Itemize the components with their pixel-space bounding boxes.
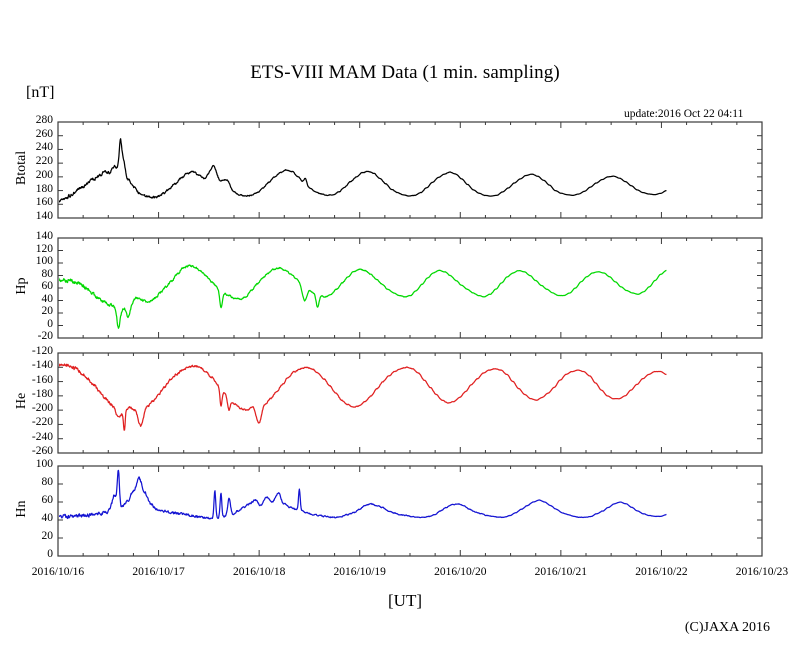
y-tick-label: 160: [35, 196, 53, 209]
x-tick-label: 2016/10/20: [434, 566, 487, 578]
panel-frame: [57, 237, 763, 339]
y-tick-label: 240: [35, 141, 53, 154]
x-tick-label: 2016/10/19: [333, 566, 386, 578]
y-tick-label: 20: [41, 530, 54, 542]
x-tick-label: 2016/10/16: [31, 566, 85, 578]
x-tick-label: 2016/10/23: [735, 566, 789, 578]
y-tick-label: 140: [35, 210, 53, 222]
y-tick-label: 100: [35, 458, 53, 470]
y-tick-label: -180: [31, 387, 53, 400]
y-tick-label: 80: [41, 476, 54, 488]
page-title: ETS-VIII MAM Data (1 min. sampling): [250, 62, 560, 83]
copyright-notice: (C)JAXA 2016: [684, 620, 770, 635]
y-tick-label: -140: [31, 359, 53, 372]
y-tick-label: 100: [35, 255, 53, 267]
y-tick-label: 260: [35, 127, 53, 140]
y-tick-label: -260: [31, 445, 53, 457]
y-tick-label: 60: [41, 280, 54, 292]
y-tick-label: 280: [35, 114, 53, 126]
panel-frame: [57, 121, 763, 219]
y-tick-label: 40: [41, 512, 54, 524]
y-tick-label: -120: [31, 345, 53, 357]
panel-label-hn: Hn: [14, 500, 29, 518]
y-tick-label: 0: [47, 548, 53, 560]
x-axis-title: [UT]: [388, 591, 422, 610]
x-tick-label: 2016/10/21: [534, 566, 588, 578]
series-line-hp: [59, 264, 667, 329]
update-timestamp: update:2016 Oct 22 04:11: [624, 108, 744, 120]
y-tick-label: 180: [35, 182, 53, 195]
y-tick-label: 40: [41, 292, 54, 305]
y-tick-label: -200: [31, 402, 53, 415]
y-tick-label: 80: [41, 267, 54, 280]
y-tick-label: -220: [31, 416, 53, 429]
y-tick-label: -160: [31, 373, 53, 386]
y-unit-label: [nT]: [26, 84, 55, 101]
series-line-he: [59, 363, 667, 431]
y-tick-label: 200: [35, 168, 53, 181]
panel-frame: [57, 352, 763, 454]
y-tick-label: 120: [35, 242, 53, 255]
y-tick-label: 60: [41, 494, 54, 506]
y-tick-label: 0: [47, 317, 53, 330]
y-tick-label: -240: [31, 430, 53, 443]
y-tick-label: 220: [35, 155, 53, 168]
x-tick-label: 2016/10/22: [635, 566, 688, 578]
x-tick-label: 2016/10/18: [232, 566, 286, 578]
panel-label-hp: Hp: [14, 277, 29, 295]
panel-frame: [57, 465, 763, 557]
y-tick-label: -20: [37, 330, 53, 342]
y-tick-label: 20: [41, 305, 54, 317]
panel-label-he: He: [14, 392, 29, 410]
series-line-btotal: [59, 138, 667, 203]
y-tick-label: 140: [35, 230, 53, 242]
panel-label-btotal: Btotal: [14, 150, 29, 186]
x-tick-label: 2016/10/17: [132, 566, 185, 578]
series-line-hn: [59, 469, 667, 520]
